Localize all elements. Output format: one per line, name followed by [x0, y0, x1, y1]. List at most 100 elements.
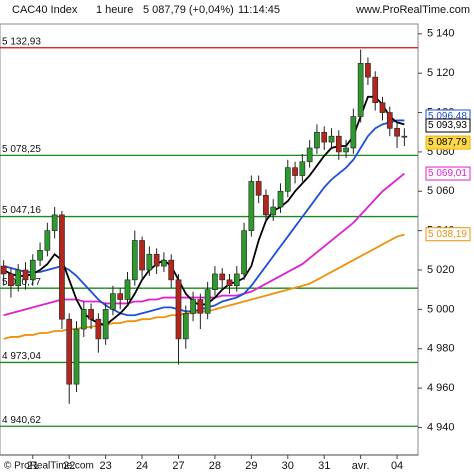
candle-body [219, 273, 226, 281]
candle-body [314, 131, 320, 149]
marker-box [425, 118, 471, 133]
candle-body [306, 147, 313, 163]
x-tick-label: 30 [282, 460, 294, 472]
candle-body [88, 309, 94, 320]
candle-body [51, 214, 58, 231]
candle-body [335, 135, 342, 153]
candle-body [131, 240, 138, 281]
candle-body [175, 279, 182, 340]
candle-body [59, 214, 65, 320]
level-label: 4 973,04 [2, 351, 41, 362]
x-tick-label: 21 [27, 460, 39, 472]
x-tick-label: 27 [172, 460, 184, 472]
y-tick-label: 4 980 [427, 343, 455, 355]
marker-label: 5 096,48 [428, 111, 467, 122]
marker-box [425, 227, 471, 242]
y-tick-label: 5 120 [427, 67, 455, 79]
candle-body [372, 76, 379, 104]
candle-body [95, 318, 102, 340]
y-tick-label: 4 940 [427, 421, 455, 433]
candle-body [102, 309, 109, 340]
candle-body [299, 161, 306, 176]
footer: © ProRealTime.com [4, 461, 94, 472]
candle-body [350, 116, 357, 149]
level-label: 5 010,77 [2, 277, 41, 288]
level-label: 5 078,25 [2, 144, 41, 155]
marker-box [425, 166, 471, 181]
candle-body [226, 279, 233, 287]
candle-body [80, 309, 87, 330]
price: 5 087,79 (+0,04%) [143, 4, 234, 16]
candle-body [124, 279, 131, 300]
candle-body [255, 181, 262, 196]
candle-body [284, 167, 291, 192]
moving-average [3, 119, 405, 317]
candle-body [241, 230, 247, 275]
x-tick-label: 22 [63, 460, 75, 472]
y-tick-label: 5 060 [427, 185, 455, 197]
candle-body [0, 265, 7, 275]
candle-body [212, 273, 218, 290]
period: 1 heure [96, 4, 133, 16]
x-tick-label: 04 [391, 460, 403, 472]
marker-label: 5 069,01 [428, 168, 467, 179]
x-tick-label: 29 [245, 460, 257, 472]
candle-body [66, 318, 73, 385]
candle-body [197, 299, 204, 314]
candle-body [292, 167, 298, 176]
y-tick-label: 5 000 [427, 303, 455, 315]
candle-body [394, 128, 400, 137]
candle-body [15, 269, 22, 287]
candle-body [386, 112, 393, 129]
candle-body [44, 230, 51, 251]
level-label: 4 940,62 [2, 415, 41, 426]
x-tick-label: 31 [318, 460, 330, 472]
candle-body [22, 269, 29, 281]
candle-body [161, 259, 167, 267]
site: www.ProRealTime.com [355, 4, 470, 16]
y-tick-label: 4 960 [427, 382, 455, 394]
candle-body [270, 206, 277, 216]
candle-body [182, 313, 189, 340]
candle-body [168, 259, 175, 281]
level-label: 5 047,16 [2, 205, 41, 216]
x-tick-label: 24 [136, 460, 148, 472]
candle-body [110, 293, 116, 310]
candle-body [248, 181, 255, 231]
instrument: CAC40 Index [12, 4, 78, 16]
y-tick-label: 5 140 [427, 28, 455, 40]
candle-body [321, 131, 328, 143]
candle-body [190, 299, 196, 314]
candle-body [153, 253, 160, 267]
candle-body [8, 273, 14, 287]
marker-label: 5 038,19 [428, 229, 467, 240]
candle-body [139, 240, 145, 271]
level-label: 5 132,93 [2, 36, 41, 47]
candle-body [379, 102, 386, 113]
moving-average [3, 172, 405, 317]
x-tick-label: 28 [209, 460, 221, 472]
x-tick-label: 23 [100, 460, 112, 472]
candle-body [343, 147, 349, 153]
candle-body [204, 289, 211, 314]
candle-body [365, 63, 371, 78]
candle-body [277, 190, 284, 208]
candle-body [233, 273, 240, 287]
candle-body [73, 328, 80, 385]
candle-body [263, 194, 269, 216]
candle-body [29, 259, 36, 281]
candle-body [146, 253, 153, 271]
candle-body [117, 293, 124, 300]
marker-box [425, 135, 471, 150]
marker-label: 5 087,79 [428, 137, 467, 148]
candle-body [401, 135, 408, 138]
candle-body [357, 63, 364, 117]
y-tick-label: 5 020 [427, 264, 455, 276]
candle-body [328, 135, 335, 143]
marker-label: 5 093,93 [428, 120, 467, 131]
x-tick-label: avr. [352, 460, 370, 472]
time: 11:14:45 [238, 4, 280, 16]
candle-body [37, 250, 43, 261]
